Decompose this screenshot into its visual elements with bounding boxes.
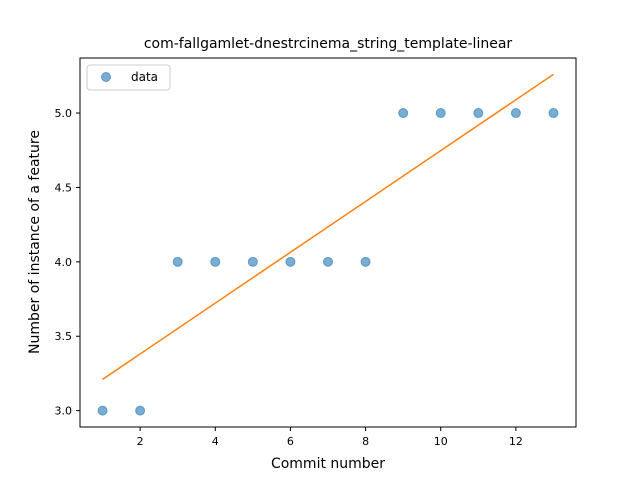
y-tick-label: 5.0 (55, 107, 73, 120)
y-tick-label: 3.5 (55, 330, 73, 343)
data-point (360, 256, 371, 267)
data-point (172, 256, 183, 267)
x-tick-label: 8 (362, 435, 369, 448)
y-axis-label: Number of instance of a feature (27, 130, 43, 354)
legend-marker-data (101, 72, 111, 82)
data-point (398, 108, 409, 119)
fit-line (102, 73, 554, 381)
y-tick-label: 4.0 (55, 256, 73, 269)
data-point (473, 108, 484, 119)
x-tick-label: 4 (212, 435, 219, 448)
y-tick-label: 4.5 (55, 181, 73, 194)
data-point (323, 256, 333, 267)
x-tick-label: 10 (434, 435, 448, 448)
x-tick-label: 12 (509, 435, 523, 448)
plot-area (97, 73, 559, 416)
legend: data (86, 64, 171, 91)
legend-box (86, 64, 171, 91)
data-point (548, 108, 559, 119)
y-axis: 3.0 3.5 4.0 4.5 5.0 (55, 107, 80, 418)
chart-title: com-fallgamlet-dnestrcinema_string_templ… (144, 36, 513, 52)
data-point (435, 108, 446, 119)
data-point (97, 405, 108, 416)
x-tick-label: 6 (287, 435, 294, 448)
legend-label-data: data (131, 70, 158, 84)
data-point (247, 256, 258, 267)
plot-frame (79, 57, 577, 428)
data-point (135, 405, 146, 416)
data-point (285, 256, 296, 267)
x-tick-label: 2 (137, 435, 144, 448)
data-point (210, 256, 221, 267)
x-axis: 2 4 6 8 10 12 (137, 427, 523, 448)
y-tick-label: 3.0 (55, 405, 73, 418)
data-point (510, 108, 521, 119)
x-axis-label: Commit number (271, 456, 385, 472)
